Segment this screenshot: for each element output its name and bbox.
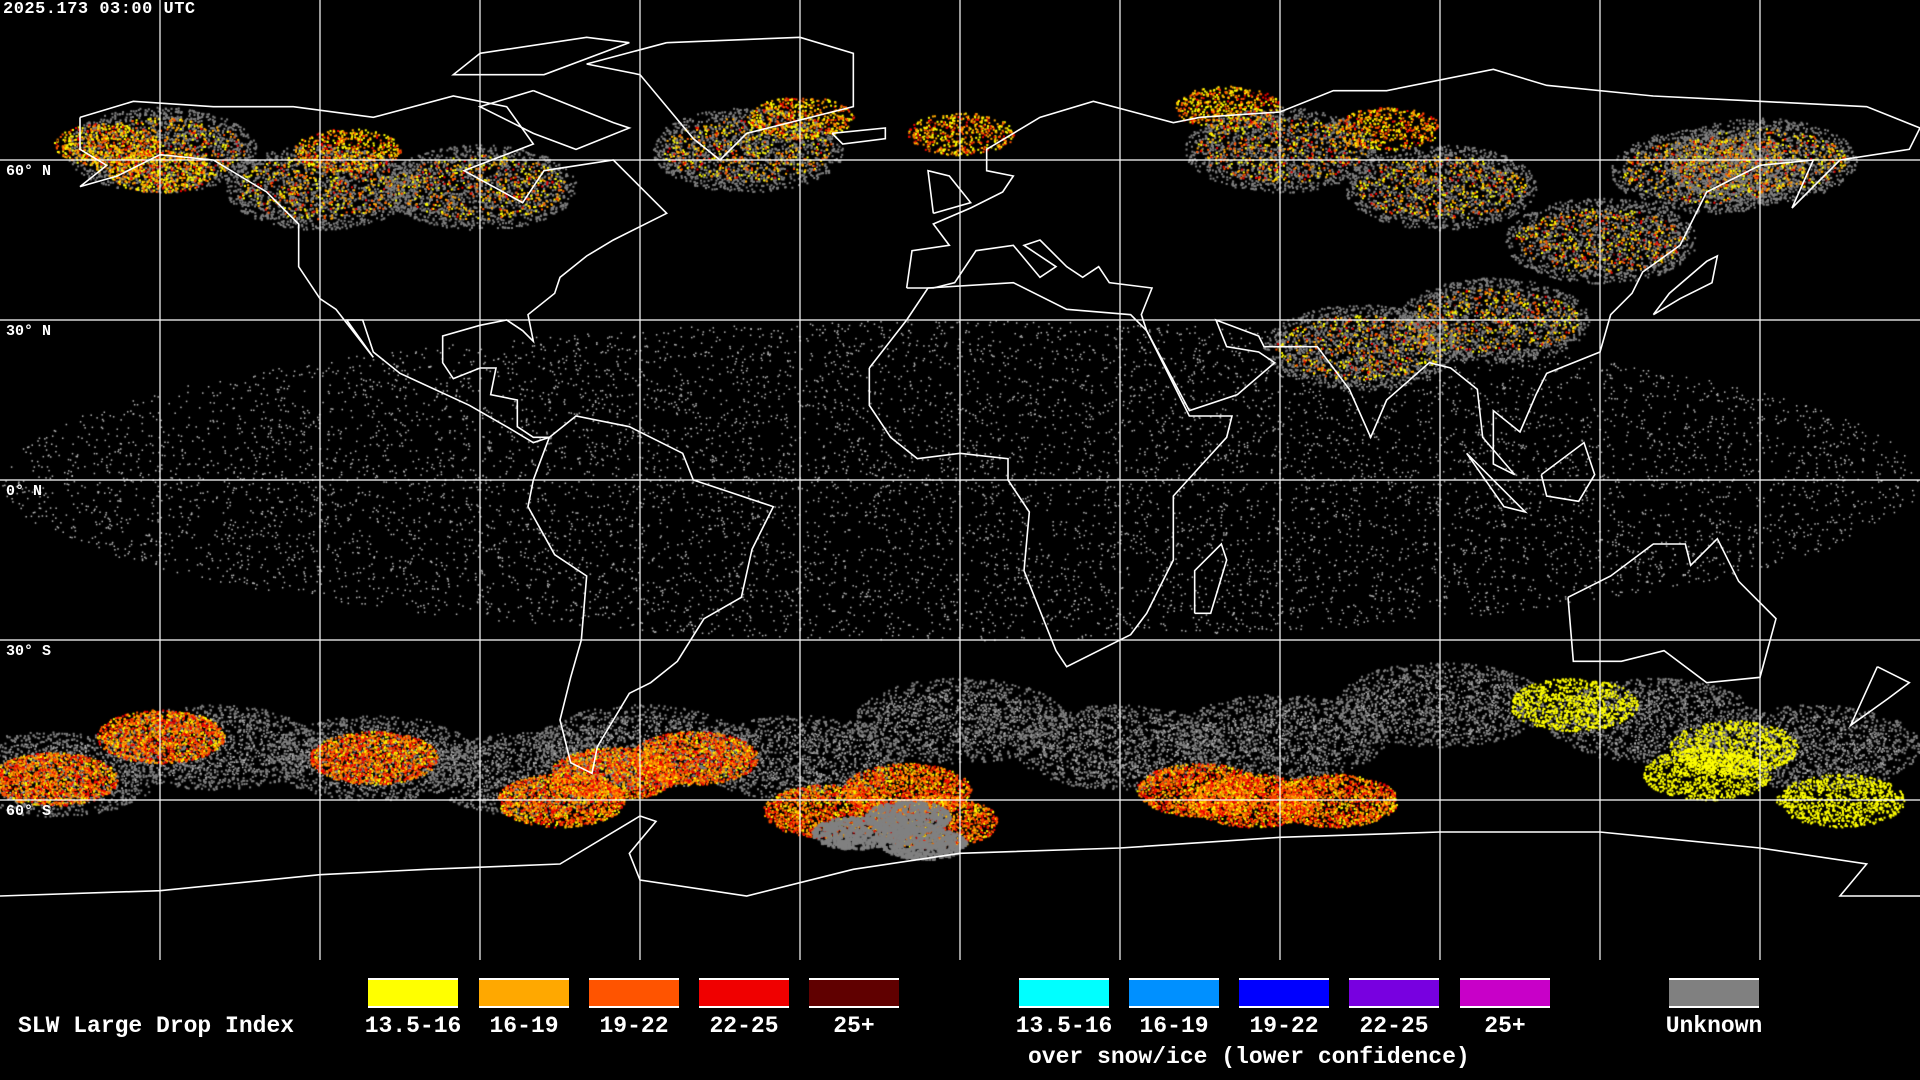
world-map (0, 0, 1920, 960)
graticule (0, 0, 1920, 960)
coastline-iceland (831, 127, 887, 145)
coastline-eurasia (905, 68, 1920, 476)
legend-snow-swatch-1 (1129, 978, 1219, 1008)
legend-label-4: 25+ (833, 1013, 875, 1039)
coastline-britain (927, 169, 973, 215)
legend-label-1: 16-19 (489, 1013, 559, 1039)
coastline-japan (1652, 254, 1719, 316)
legend-label-3: 22-25 (709, 1013, 779, 1039)
legend-snow-label-2: 19-22 (1249, 1013, 1319, 1039)
legend-label-2: 19-22 (599, 1013, 669, 1039)
coastline-new-zealand (1848, 665, 1911, 728)
legend-swatch-0 (368, 978, 458, 1008)
legend-snow-label-4: 25+ (1484, 1013, 1526, 1039)
legend-snow-swatch-0 (1019, 978, 1109, 1008)
lat-label-60s: 60° S (6, 803, 52, 820)
legend-snow-swatch-3 (1349, 978, 1439, 1008)
legend-unknown-swatch-0 (1669, 978, 1759, 1008)
legend-snow-label-1: 16-19 (1139, 1013, 1209, 1039)
coastline-australia (1567, 537, 1777, 684)
legend-snow-swatch-4 (1460, 978, 1550, 1008)
legend-swatch-3 (699, 978, 789, 1008)
timestamp: 2025.173 03:00 UTC (3, 0, 196, 19)
coastline-greenland (586, 36, 855, 162)
coastline-africa (868, 281, 1234, 668)
coastline-sumatra (1466, 452, 1528, 514)
legend-swatch-1 (479, 978, 569, 1008)
legend-swatch-4 (809, 978, 899, 1008)
legend-snow-label-3: 22-25 (1359, 1013, 1429, 1039)
map-overlay (0, 0, 1920, 960)
legend-snow-label-0: 13.5-16 (1015, 1013, 1113, 1039)
coastline-south-america (527, 415, 775, 775)
legend-snow-swatch-2 (1239, 978, 1329, 1008)
legend-unknown-label-0: Unknown (1665, 1013, 1763, 1039)
legend-title: SLW Large Drop Index (18, 1013, 295, 1039)
coastline-madagascar (1193, 542, 1228, 615)
snow-caption: over snow/ice (lower confidence) (1028, 1044, 1470, 1070)
lat-label-30n: 30° N (6, 323, 52, 340)
coastline-north-america (79, 95, 669, 444)
coastline-borneo (1540, 441, 1596, 503)
legend-swatch-2 (589, 978, 679, 1008)
lat-label-0n: 0° N (6, 483, 43, 500)
coastlines (0, 36, 1920, 897)
coastline-baffin-island (477, 89, 632, 151)
coastline-ellesmere-island (451, 36, 630, 76)
lat-label-30s: 30° S (6, 643, 52, 660)
lat-label-60n: 60° N (6, 163, 52, 180)
coastline-antarctica (0, 815, 1920, 897)
legend-label-0: 13.5-16 (364, 1013, 462, 1039)
